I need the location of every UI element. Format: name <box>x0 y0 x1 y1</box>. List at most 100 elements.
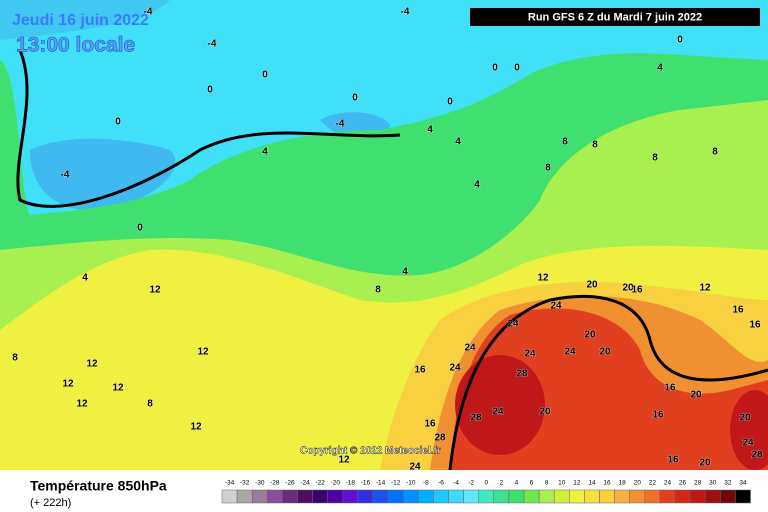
scale-swatch <box>644 489 661 504</box>
scale-swatch <box>689 489 706 504</box>
scale-swatch <box>372 489 389 504</box>
contour-label: 24 <box>464 343 476 354</box>
scale-swatch <box>553 489 570 504</box>
contour-label: 12 <box>338 455 350 466</box>
scale-label: -22 <box>315 480 325 487</box>
contour-label: 16 <box>664 383 676 394</box>
contour-label: 8 <box>562 137 568 148</box>
scale-swatch <box>538 489 555 504</box>
contour-label: 0 <box>207 85 213 96</box>
scale-swatch <box>569 489 585 504</box>
scale-swatch <box>387 489 404 504</box>
contour-label: 0 <box>137 223 143 234</box>
contour-label: 0 <box>514 63 520 74</box>
scale-label: -16 <box>361 480 371 487</box>
contour-label: 0 <box>492 63 498 74</box>
contour-label: 4 <box>427 125 433 136</box>
scale-label: 8 <box>545 480 549 487</box>
zone-minus4 <box>0 0 170 40</box>
contour-label: 16 <box>667 455 679 466</box>
contour-label: 0 <box>447 97 453 108</box>
scale-label: 12 <box>573 480 581 487</box>
contour-label: 12 <box>699 283 711 294</box>
contour-label: 4 <box>657 63 663 74</box>
scale-label: -20 <box>331 480 341 487</box>
scale-label: -6 <box>438 480 444 487</box>
date: Jeudi 16 juin 2022 <box>12 12 149 29</box>
contour-line <box>448 294 768 471</box>
local-time: 13:00 locale <box>16 34 135 57</box>
scale-label: -4 <box>453 480 459 487</box>
contour-label: 24 <box>550 301 562 312</box>
contour-label: 28 <box>470 413 482 424</box>
scale-swatch <box>312 489 328 504</box>
run-info: Run GFS 6 Z du Mardi 7 juin 2022 <box>528 11 702 23</box>
scale-swatch <box>463 489 479 504</box>
contour-label: 16 <box>652 410 664 421</box>
contour-label: 12 <box>86 359 98 370</box>
scale-swatch <box>357 489 374 504</box>
contour-label: 24 <box>524 349 536 360</box>
scale-label: -32 <box>240 480 250 487</box>
run-box <box>470 8 760 26</box>
scale-label: -14 <box>376 480 386 487</box>
scale-label: 10 <box>558 480 566 487</box>
scale-label: -12 <box>391 480 401 487</box>
copyright: Copyright © 2022 Meteociel.fr <box>300 446 441 457</box>
zone-minus4 <box>30 138 176 211</box>
contour-label: 0 <box>115 117 121 128</box>
scale-swatch <box>418 489 434 504</box>
scale-label: -2 <box>468 480 474 487</box>
contour-label: 8 <box>12 353 18 364</box>
contour-label: 20 <box>586 280 598 291</box>
contour-label: 20 <box>739 413 751 424</box>
contour-label: -4 <box>401 7 410 18</box>
scale-swatch <box>327 489 344 504</box>
scale-swatch <box>342 489 359 504</box>
scale-label: 18 <box>619 480 627 487</box>
contour-label: 16 <box>631 285 643 296</box>
contour-label: 12 <box>76 399 88 410</box>
contour-label: 4 <box>455 137 461 148</box>
contour-label: 16 <box>749 320 761 331</box>
contour-label: 20 <box>584 330 596 341</box>
zone-28 <box>455 355 545 455</box>
contour-label: 8 <box>712 147 718 158</box>
scale-label: 14 <box>588 480 596 487</box>
scale-swatch <box>704 489 721 504</box>
contour-label: 24 <box>564 347 576 358</box>
contour-label: 12 <box>190 422 202 433</box>
contour-label: 20 <box>539 407 551 418</box>
scale-swatch <box>629 489 646 504</box>
scale-label: 16 <box>603 480 611 487</box>
contour-label: 12 <box>62 379 74 390</box>
contour-label: 12 <box>112 383 124 394</box>
contour-label: 20 <box>599 347 611 358</box>
contour-label: 28 <box>751 450 763 461</box>
scale-swatch <box>402 489 419 504</box>
contour-label: 28 <box>516 369 528 380</box>
contour-label: 8 <box>375 285 381 296</box>
contour-label: -4 <box>61 170 70 181</box>
scale-swatch <box>735 489 751 504</box>
scale-label: -30 <box>255 480 265 487</box>
scale-label: 4 <box>515 480 519 487</box>
contour-label: 20 <box>622 283 634 294</box>
map-area: Run GFS 6 Z du Mardi 7 juin 2022 Jeudi 1… <box>0 0 768 473</box>
scale-label: -34 <box>225 480 235 487</box>
contour-label: 12 <box>537 273 549 284</box>
scale-swatch <box>674 489 691 504</box>
contour-label: 24 <box>507 319 519 330</box>
scale-label: 0 <box>484 480 488 487</box>
scale-swatch <box>614 489 630 504</box>
contour-label: 20 <box>690 390 702 401</box>
contour-label: 24 <box>742 438 754 449</box>
scale-label: 24 <box>664 480 672 487</box>
scale-label: 22 <box>649 480 657 487</box>
scale-label: -10 <box>406 480 416 487</box>
contour-label: 8 <box>147 399 153 410</box>
scale-swatch <box>508 489 525 504</box>
contour-label: 4 <box>82 273 88 284</box>
scale-swatch <box>221 489 238 504</box>
scale-swatch <box>599 489 615 504</box>
